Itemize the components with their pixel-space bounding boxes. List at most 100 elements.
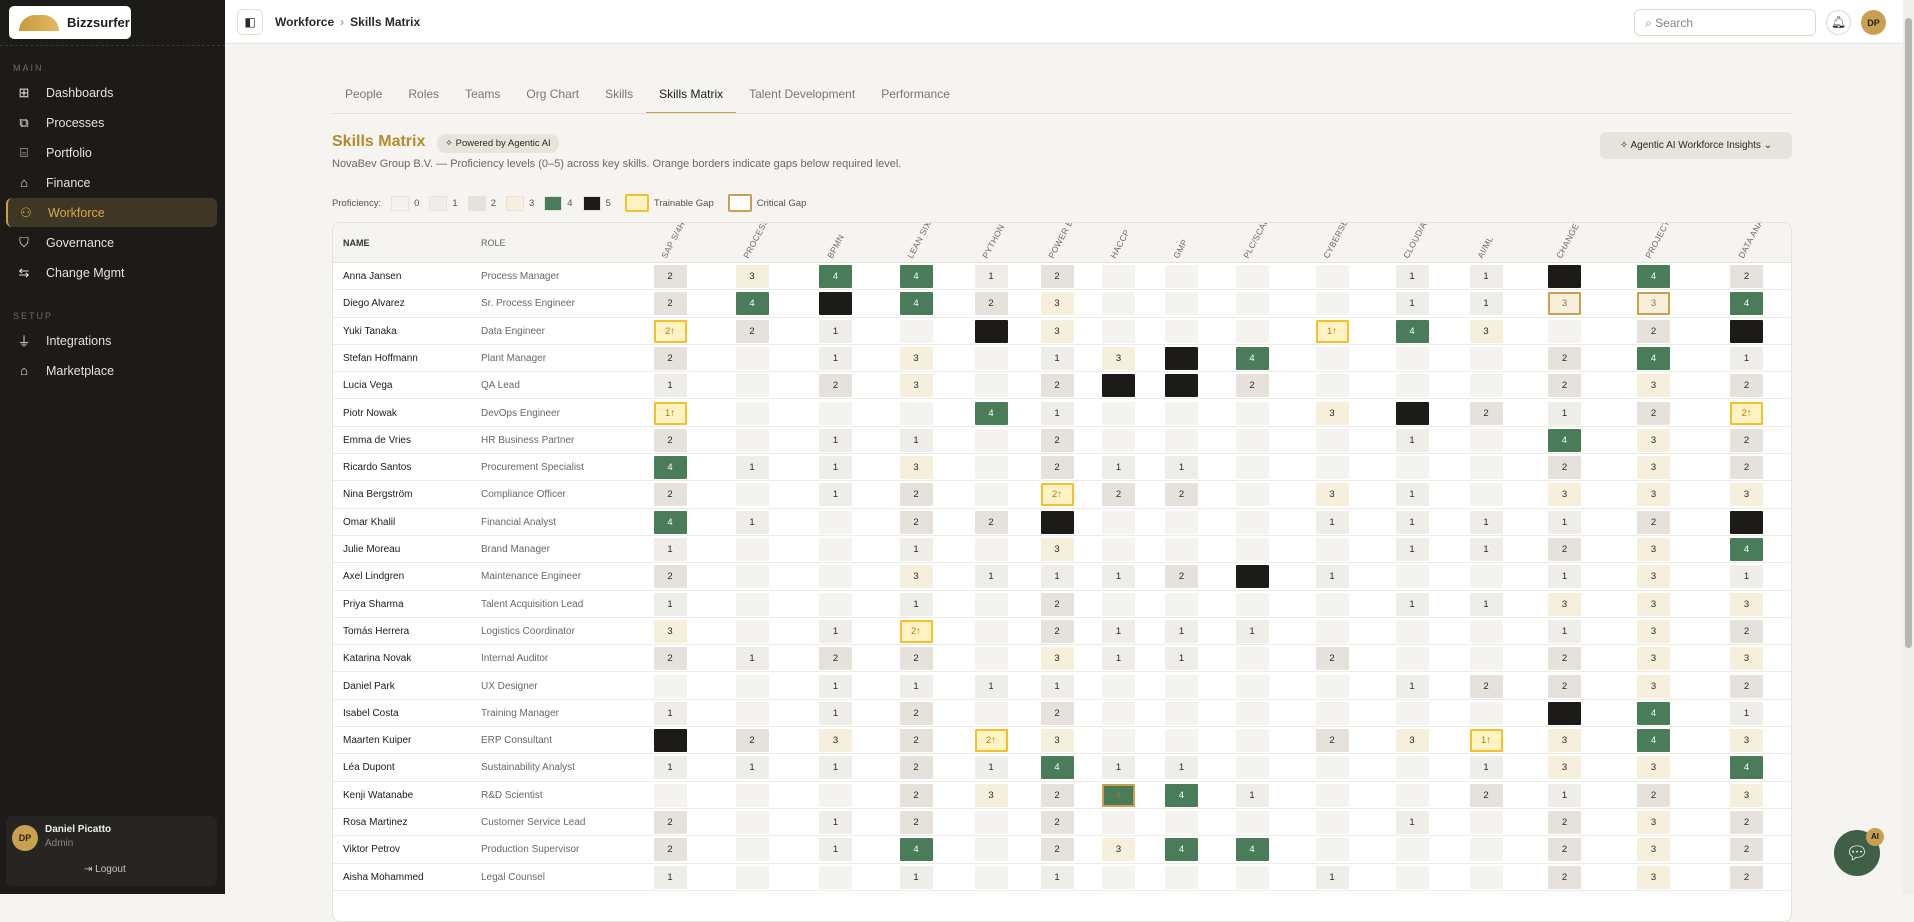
skill-cell[interactable]: 1 [819,811,852,834]
skill-cell[interactable]: 1 [1548,510,1581,534]
column-header-skill[interactable]: PROJECT MGM [1642,222,1679,260]
skill-cell[interactable]: 2↑ [1040,483,1074,507]
skill-cell[interactable] [653,729,687,753]
skill-cell[interactable]: 2 [1548,647,1581,671]
skill-cell[interactable] [819,292,852,316]
skill-cell[interactable]: 1 [1469,292,1503,316]
column-header-skill[interactable]: CHANGE MGM [1553,222,1590,260]
skill-cell[interactable] [735,838,769,862]
skill-cell[interactable]: 3 [1548,756,1581,780]
skill-cell[interactable]: 4 [1040,756,1074,780]
skill-cell[interactable]: 1 [1548,401,1581,425]
skill-cell[interactable] [974,346,1008,370]
skill-cell[interactable] [735,538,769,561]
skill-cell[interactable] [974,838,1008,862]
skill-cell[interactable]: 1 [819,674,852,698]
skill-cell[interactable] [1102,674,1135,698]
skill-cell[interactable] [1040,510,1074,534]
skill-cell[interactable] [1102,811,1135,834]
skill-cell[interactable] [1165,401,1198,425]
skill-cell[interactable] [1165,428,1198,452]
skill-cell[interactable] [1102,510,1135,534]
skill-cell[interactable]: 3 [1469,319,1503,343]
skill-cell[interactable]: 3 [1548,729,1581,753]
skill-cell[interactable]: 1 [1102,565,1135,589]
skill-cell[interactable] [819,783,852,807]
employee-name[interactable]: Kenji Watanabe [343,789,414,801]
skill-cell[interactable] [1730,319,1763,343]
skill-cell[interactable]: 1 [819,701,852,725]
employee-name[interactable]: Piotr Nowak [343,407,397,419]
skill-cell[interactable] [653,674,687,698]
employee-name[interactable]: Emma de Vries [343,434,411,446]
skill-cell[interactable] [1235,592,1269,616]
search-input[interactable]: ⌕ Search [1634,9,1816,36]
skill-cell[interactable]: 2 [1730,456,1763,480]
skill-cell[interactable] [1315,783,1349,807]
skill-cell[interactable]: 4 [1548,428,1581,452]
skill-cell[interactable]: 3 [1637,838,1670,862]
skill-cell[interactable]: 1↑ [653,401,687,425]
employee-name[interactable]: Diego Alvarez [343,298,405,310]
skill-cell[interactable]: 1 [899,865,933,889]
employee-name[interactable]: Maarten Kuiper [343,735,412,747]
skill-cell[interactable] [819,592,852,616]
sidebar-item-portfolio[interactable]: ⌸ Portfolio [6,138,217,167]
skill-cell[interactable] [1395,401,1429,425]
skill-cell[interactable] [1315,346,1349,370]
skill-cell[interactable] [1102,292,1135,316]
employee-name[interactable]: Rosa Martinez [343,817,408,828]
skill-cell[interactable]: 1 [1548,619,1581,643]
skill-cell[interactable] [1235,701,1269,725]
skill-cell[interactable] [1235,428,1269,452]
skill-cell[interactable] [1469,565,1503,589]
skill-cell[interactable]: 1 [819,319,852,343]
skill-cell[interactable] [1235,674,1269,698]
skill-cell[interactable]: 1↑ [1469,729,1503,753]
skill-cell[interactable] [1165,319,1198,343]
column-header-skill[interactable]: GMP [1170,237,1190,260]
skill-cell[interactable]: 4 [1730,538,1763,561]
skill-cell[interactable]: 2 [653,346,687,370]
skill-cell[interactable]: 1 [819,428,852,452]
skill-cell[interactable] [1315,374,1349,398]
scrollbar-thumb[interactable] [1905,18,1912,648]
skill-cell[interactable]: 2 [653,811,687,834]
skill-cell[interactable] [1469,838,1503,862]
skill-cell[interactable]: 1 [819,756,852,780]
skill-cell[interactable]: 1 [735,647,769,671]
skill-cell[interactable]: 2 [735,729,769,753]
skill-cell[interactable]: 2 [1315,729,1349,753]
skill-cell[interactable]: 1 [1165,647,1198,671]
skill-cell[interactable]: 2 [653,838,687,862]
skill-cell[interactable] [1165,674,1198,698]
skill-cell[interactable] [1469,619,1503,643]
skill-cell[interactable]: 2 [1040,374,1074,398]
skill-cell[interactable] [1235,319,1269,343]
skill-cell[interactable]: 1 [1315,865,1349,889]
skill-cell[interactable]: 1 [653,756,687,780]
skill-cell[interactable]: 3 [974,783,1008,807]
skill-cell[interactable]: 1 [1548,565,1581,589]
skill-cell[interactable]: 1 [653,538,687,561]
skill-cell[interactable]: 3 [1730,729,1763,753]
skill-cell[interactable]: 2 [819,647,852,671]
skill-cell[interactable] [735,592,769,616]
skill-cell[interactable]: 4 [1637,729,1670,753]
employee-name[interactable]: Priya Sharma [343,598,404,610]
skill-cell[interactable]: 3 [1637,483,1670,507]
skill-cell[interactable] [1102,319,1135,343]
skill-cell[interactable]: 1 [735,510,769,534]
skill-cell[interactable]: 3 [1637,811,1670,834]
skill-cell[interactable]: 2 [1730,265,1763,288]
skill-cell[interactable]: 1 [974,565,1008,589]
skill-cell[interactable]: 3 [899,565,933,589]
skill-cell[interactable]: 4 [1637,346,1670,370]
skill-cell[interactable]: 1 [899,538,933,561]
skill-cell[interactable]: 1 [735,456,769,480]
skill-cell[interactable] [1315,592,1349,616]
skill-cell[interactable]: 1 [1040,346,1074,370]
skill-cell[interactable] [1235,401,1269,425]
skill-cell[interactable]: 2 [1637,783,1670,807]
column-header-skill[interactable]: SAP S/4HAN [659,222,693,260]
